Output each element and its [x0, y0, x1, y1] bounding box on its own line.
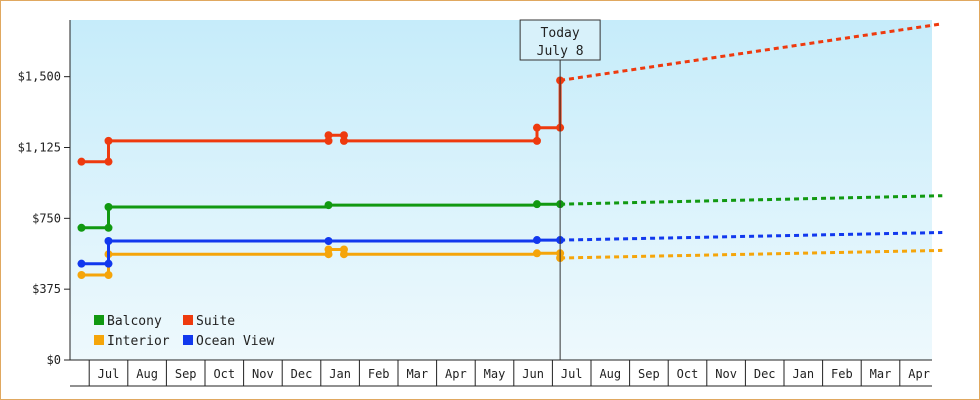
series-interior-point [324, 245, 333, 254]
series-interior-forecast [560, 248, 943, 260]
x-tick-label: Mar [406, 367, 428, 381]
x-tick-label: Apr [445, 367, 467, 381]
x-tick-label: Feb [831, 367, 853, 381]
series-ocean-view-forecast [560, 231, 943, 242]
series-interior-point [77, 271, 86, 279]
series-suite-point [104, 157, 113, 166]
x-tick-label: Aug [599, 367, 621, 381]
series-balcony-point [324, 201, 333, 210]
series-suite-point [532, 123, 541, 132]
legend: Balcony Suite Interior Ocean View [94, 314, 274, 349]
series-ocean-view-point [104, 259, 113, 268]
y-tick-label: $0 [47, 353, 61, 367]
series-interior-point [532, 249, 541, 258]
x-tick-label: Dec [291, 367, 313, 381]
x-tick-label: Aug [136, 367, 158, 381]
legend-label-balcony: Balcony [107, 314, 162, 329]
series-suite-forecast [559, 22, 943, 82]
series-balcony-forecast [560, 194, 943, 206]
x-tick-label: Dec [754, 367, 776, 381]
y-tick-label: $375 [32, 282, 61, 296]
series-balcony-point [104, 223, 113, 232]
series-ocean-view-point [324, 237, 333, 245]
x-tick-label: Jul [98, 367, 120, 381]
x-tick-label: Feb [368, 367, 390, 381]
series-ocean-view-point [104, 237, 113, 245]
today-box [519, 19, 601, 61]
series-balcony-point [104, 203, 113, 211]
x-tick-label: Jun [522, 367, 544, 381]
series-ocean-view-point [532, 236, 541, 245]
x-tick-label: Jan [329, 367, 351, 381]
series-ocean-view-point [77, 259, 86, 268]
legend-swatch-ocean-view [183, 335, 193, 345]
legend-label-ocean-view: Ocean View [196, 334, 274, 349]
y-tick-label: $1,500 [18, 70, 61, 84]
x-tick-label: Oct [677, 367, 699, 381]
x-tick-label: Apr [908, 367, 930, 381]
plot-area [70, 20, 932, 360]
y-tick-label: $750 [32, 211, 61, 225]
series-suite-point [104, 136, 113, 145]
legend-label-interior: Interior [107, 334, 170, 349]
legend-label-suite: Suite [196, 314, 235, 329]
x-tick-label: Mar [870, 367, 892, 381]
series-suite-point [77, 157, 86, 166]
series-suite-point [324, 136, 333, 145]
series-interior-point [339, 250, 348, 259]
series-suite-point [339, 131, 348, 140]
x-tick-label: Sep [638, 367, 660, 381]
x-tick-label: Jul [561, 367, 583, 381]
y-tick-label: $1,125 [18, 141, 61, 155]
today-date: July 8 [537, 44, 584, 59]
x-tick-label: Sep [175, 367, 197, 381]
series-suite-point [532, 136, 541, 145]
x-tick-label: Nov [252, 367, 274, 381]
series-suite-point [339, 136, 348, 145]
today-label: Today [541, 26, 580, 41]
x-tick-label: Oct [213, 367, 235, 381]
legend-swatch-suite [183, 315, 193, 325]
legend-swatch-balcony [94, 315, 104, 325]
legend-swatch-interior [94, 335, 104, 345]
series-balcony-point [77, 223, 86, 232]
series-balcony-point [532, 200, 541, 209]
x-tick-label: May [484, 367, 506, 381]
x-tick-label: Jan [792, 367, 814, 381]
series-interior-point [104, 271, 113, 279]
x-tick-label: Nov [715, 367, 737, 381]
series-suite-point [324, 131, 333, 140]
